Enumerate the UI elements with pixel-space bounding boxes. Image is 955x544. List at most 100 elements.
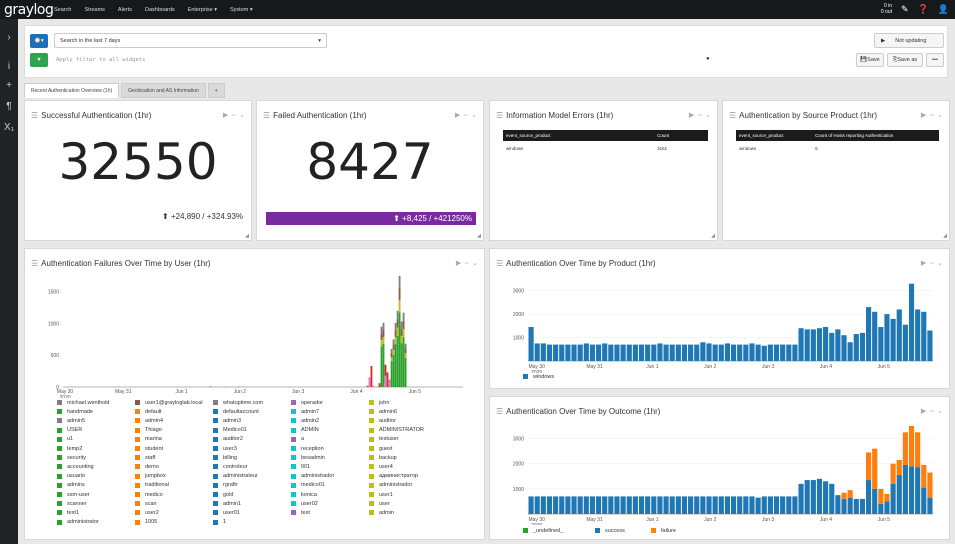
tab-geolocation[interactable]: Geolocation and AS Information [121,83,206,98]
legend-item[interactable]: scanner [57,500,87,507]
legend-item[interactable]: failure [651,527,676,534]
legend-item[interactable]: admin2 [291,417,319,424]
resize-handle-icon[interactable]: ◢ [477,233,481,239]
legend-item[interactable]: 001 [291,463,310,470]
expand-sidebar-icon[interactable]: › [7,32,11,43]
widget-controls-icon[interactable]: ▶ ⇔ ⌄ [920,260,943,267]
column-header[interactable]: event_source_product [736,130,813,141]
legend-item[interactable]: admin1 [213,500,241,507]
filter-input[interactable]: Apply filter to all widgets [56,57,146,63]
widget-controls-icon[interactable]: ▶ ⇔ ⌄ [688,112,711,119]
legend-item[interactable]: jumpbox [135,473,166,480]
legend-item[interactable]: admin7 [291,408,319,415]
edit-icon[interactable]: ✎ [901,4,909,14]
refresh-button[interactable]: ▶ Not updating [874,33,944,48]
resize-handle-icon[interactable]: ◢ [711,233,715,239]
legend-item[interactable]: accounting [57,463,94,470]
legend-item[interactable]: medico [135,491,163,498]
legend-item[interactable]: USER [57,427,82,434]
legend-item[interactable]: ADMINISTRATOR [369,427,424,434]
nav-dashboards[interactable]: Dashboards [144,6,175,13]
add-widget-icon[interactable]: + [6,80,12,91]
column-header[interactable]: event_source_product [503,130,655,141]
nav-enterprise[interactable]: Enterprise ▾ [187,6,218,13]
legend-item[interactable]: ssm-user [57,491,90,498]
column-header[interactable]: Count of Hosts reporting Authentication [812,130,939,141]
legend-item[interactable]: guest [369,445,392,452]
legend-item[interactable]: test [291,509,310,516]
legend-item[interactable]: john [369,399,389,406]
save-as-button[interactable]: ⎘ Save as [887,53,923,67]
legend-item[interactable]: controleur [213,463,247,470]
legend-item[interactable]: temp2 [57,445,82,452]
legend-item[interactable]: reception [291,445,324,452]
legend-item[interactable]: rgraftr [213,482,238,489]
legend-item[interactable]: konica [291,491,317,498]
legend-item[interactable]: student [135,445,163,452]
parameter-icon[interactable]: X₁ [3,122,15,133]
legend-item[interactable]: success [595,527,625,534]
legend-item[interactable]: testuser [369,436,399,443]
legend-item[interactable]: u1 [57,436,73,443]
legend-item[interactable]: handmade [57,408,93,415]
legend-item[interactable]: medico01 [291,482,325,489]
legend-item[interactable]: security [57,454,86,461]
legend-item[interactable]: admins [57,482,85,489]
info-icon[interactable]: i [7,61,11,72]
legend-item[interactable]: administrador [369,482,412,489]
widget-controls-icon[interactable]: ▶ ⇔ ⌄ [455,260,478,267]
legend-item[interactable]: 1005 [135,519,157,526]
resize-handle-icon[interactable]: ◢ [943,233,947,239]
legend-item[interactable]: admin6 [369,408,397,415]
legend-item[interactable]: operador [291,399,323,406]
add-tab-button[interactable]: + [207,83,225,98]
legend-item[interactable]: Thiago [135,427,162,434]
legend-item[interactable]: user1 [369,491,393,498]
legend-item[interactable]: user3 [213,445,237,452]
resize-handle-icon[interactable]: ◢ [245,233,249,239]
legend-item[interactable]: user [369,500,390,507]
lightbulb-icon[interactable]: ● [706,56,710,62]
legend-item[interactable]: auditor2 [213,436,243,443]
legend-item[interactable]: demo [135,463,159,470]
legend-item[interactable]: user1@grayloglab.local [135,399,203,406]
legend-item[interactable]: admin3 [213,417,241,424]
legend-item[interactable]: besadmin [291,454,325,461]
legend-item[interactable]: traditional [135,482,169,489]
legend-item[interactable]: auditor [369,417,396,424]
legend-item[interactable]: staff [135,454,155,461]
save-button[interactable]: 💾 Save [856,53,884,67]
legend-item[interactable]: windows [523,373,554,380]
legend-item[interactable]: administrateur [213,473,258,480]
legend-item[interactable]: admin4 [135,417,163,424]
legend-item[interactable]: 1 [213,519,226,526]
legend-item[interactable]: user02 [291,500,318,507]
legend-item[interactable]: _undefined_ [523,527,563,534]
legend-item[interactable]: whatuptime.com [213,399,263,406]
legend-item[interactable]: backup [369,454,397,461]
legend-item[interactable]: administrador [291,473,334,480]
legend-item[interactable]: ADMIN [291,427,319,434]
search-type-button[interactable]: ⌚▾ [30,34,48,48]
legend-item[interactable]: test1 [57,509,79,516]
widget-controls-icon[interactable]: ▶ ⇔ ⌄ [454,112,477,119]
legend-item[interactable]: Medico01 [213,427,247,434]
legend-item[interactable]: user4 [369,463,393,470]
legend-item[interactable]: administrator [57,519,99,526]
nav-system[interactable]: System ▾ [230,6,253,13]
column-header[interactable]: Count [654,130,708,141]
legend-item[interactable]: admin [369,509,394,516]
legend-item[interactable]: admin5 [57,417,85,424]
legend-item[interactable]: michael.wenthold [57,399,110,406]
legend-item[interactable]: scan [135,500,157,507]
tab-recent-authentication[interactable]: Recent Authentication Overview (1h) [24,83,120,98]
help-icon[interactable]: ❓ [917,4,929,14]
legend-item[interactable]: aдминистратор [369,473,418,480]
paragraph-icon[interactable]: ¶ [6,101,12,112]
legend-item[interactable]: marina [135,436,162,443]
nav-search[interactable]: Search [54,6,72,13]
legend-item[interactable]: user01 [213,509,240,516]
legend-item[interactable]: default [135,408,162,415]
legend-item[interactable]: gold [213,491,233,498]
filter-button[interactable]: ▼ [30,53,48,67]
